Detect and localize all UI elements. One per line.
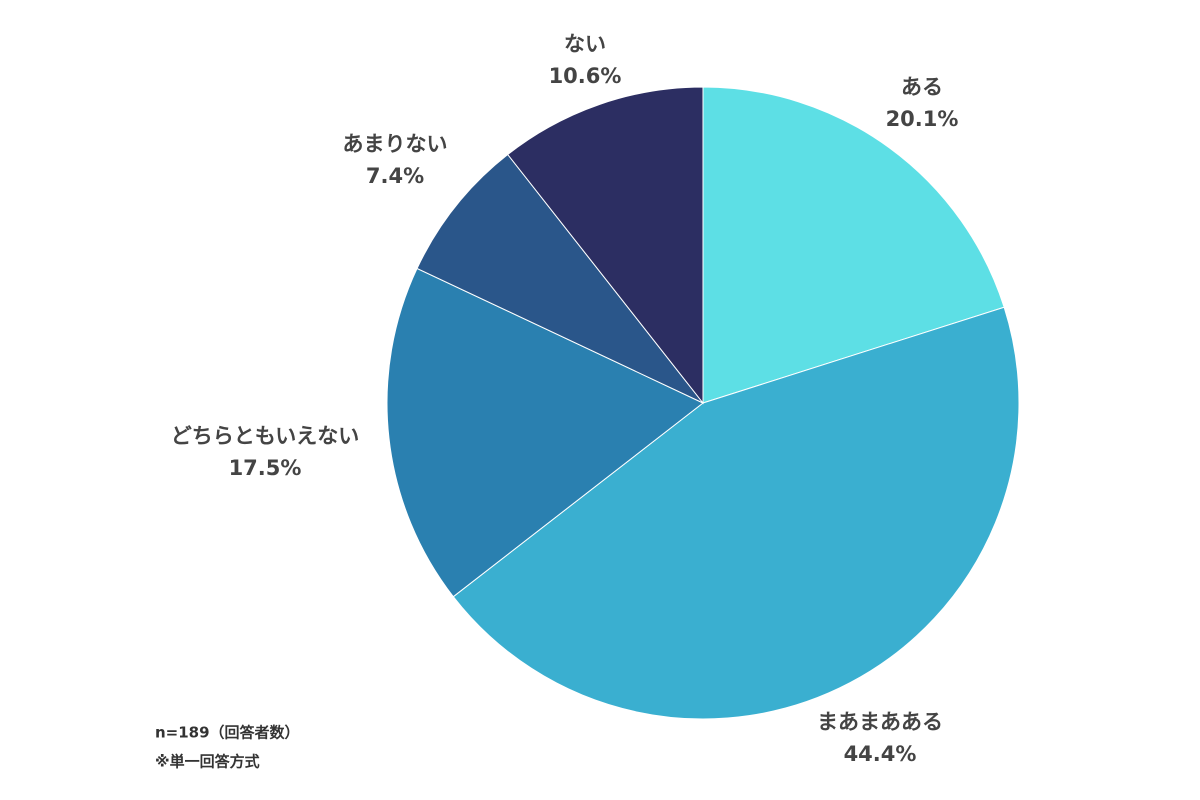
- slice-label: ある: [901, 75, 943, 99]
- slice-label: あまりない: [343, 132, 448, 156]
- pie-slice: [702, 86, 1005, 404]
- value-label: 17.5%: [229, 456, 302, 480]
- note: n=189（回答者数）: [155, 724, 300, 742]
- value-label: 7.4%: [366, 164, 424, 188]
- pie-slice: [507, 86, 704, 405]
- note: ※単一回答方式: [155, 753, 260, 771]
- pie-slice: [386, 267, 704, 598]
- value-label: 20.1%: [886, 107, 959, 131]
- value-label: 44.4%: [844, 742, 917, 766]
- value-label: 10.6%: [549, 64, 622, 88]
- pie-slice: [416, 153, 704, 404]
- slice-label: どちらともいえない: [171, 424, 360, 448]
- slice-label: まあまあある: [817, 710, 943, 734]
- pie-slice: [452, 306, 1020, 720]
- slice-label: ない: [564, 32, 606, 56]
